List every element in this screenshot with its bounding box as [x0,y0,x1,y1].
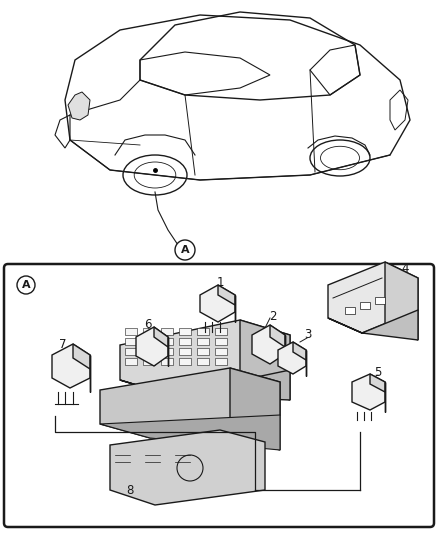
Polygon shape [218,285,235,305]
Polygon shape [278,342,306,374]
Polygon shape [328,310,418,340]
Circle shape [175,240,195,260]
Bar [161,358,173,365]
Text: A: A [181,245,189,255]
Bar [179,328,191,335]
Polygon shape [370,374,385,392]
Bar [215,328,227,335]
Text: 8: 8 [126,483,134,497]
Polygon shape [270,325,285,347]
Bar [143,348,155,355]
Polygon shape [328,262,418,333]
Bar [197,358,209,365]
Bar [143,338,155,345]
Polygon shape [120,320,290,395]
Polygon shape [352,374,385,410]
Polygon shape [293,342,306,360]
Text: 7: 7 [59,338,67,351]
Polygon shape [230,368,280,450]
Polygon shape [52,344,90,388]
Bar [125,328,137,335]
Text: A: A [22,280,30,290]
Polygon shape [110,430,265,505]
Bar [360,302,370,309]
Text: 4: 4 [401,262,409,274]
Text: 1: 1 [216,276,224,288]
Bar [161,328,173,335]
Polygon shape [73,344,90,369]
Bar [197,328,209,335]
Polygon shape [200,285,235,322]
Text: 6: 6 [144,319,152,332]
Polygon shape [120,370,290,400]
Polygon shape [136,327,168,366]
Bar [143,358,155,365]
Text: 3: 3 [304,328,312,342]
Bar [215,358,227,365]
Polygon shape [385,262,418,340]
Bar [125,348,137,355]
Bar [197,338,209,345]
Text: 2: 2 [269,310,277,322]
Bar [375,296,385,304]
Bar [215,348,227,355]
Bar [197,348,209,355]
Bar [161,338,173,345]
Bar [179,348,191,355]
Polygon shape [100,368,280,438]
Polygon shape [68,92,90,120]
Polygon shape [252,325,285,364]
Bar [143,328,155,335]
Text: 5: 5 [374,366,381,378]
Polygon shape [154,327,168,347]
Bar [125,358,137,365]
Bar [179,358,191,365]
Circle shape [17,276,35,294]
Polygon shape [240,320,290,400]
Bar [345,307,355,314]
Bar [215,338,227,345]
Bar [179,338,191,345]
Bar [125,338,137,345]
Bar [161,348,173,355]
Polygon shape [100,415,280,450]
